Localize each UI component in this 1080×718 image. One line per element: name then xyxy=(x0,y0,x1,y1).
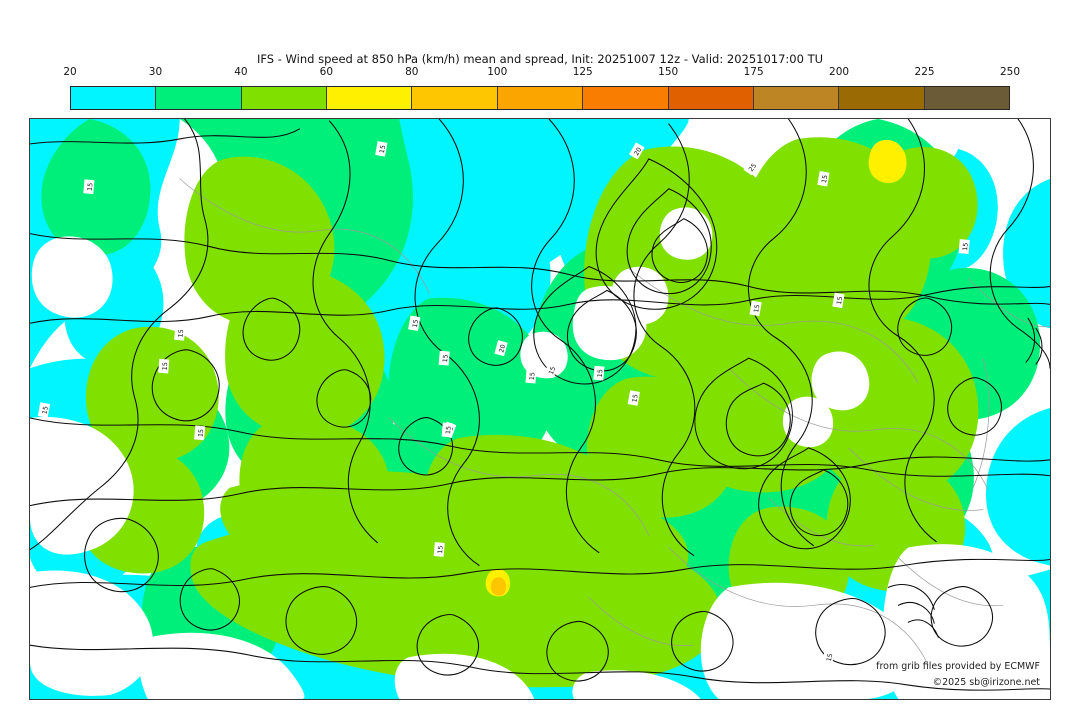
colorbar-tick-40: 40 xyxy=(234,66,248,78)
colorbar-tick-125: 125 xyxy=(572,66,593,78)
svg-text:15: 15 xyxy=(835,296,844,305)
svg-text:15: 15 xyxy=(752,304,761,313)
shading-band-80-100 xyxy=(490,577,507,596)
colorbar-tick-60: 60 xyxy=(319,66,334,78)
svg-text:15: 15 xyxy=(961,242,970,251)
colorbar-band-5 xyxy=(497,87,584,109)
credit-line-2: ©2025 sb@irizone.net xyxy=(933,677,1041,688)
colorbar-band-8 xyxy=(753,87,840,109)
svg-text:15: 15 xyxy=(596,369,605,378)
svg-text:15: 15 xyxy=(528,372,537,381)
page-title: IFS - Wind speed at 850 hPa (km/h) mean … xyxy=(256,52,824,66)
colorbar-bands xyxy=(70,86,1010,110)
spread-contour-lines xyxy=(30,119,1050,691)
map-credits: from grib files provided by ECMWF ©2025 … xyxy=(876,661,1040,688)
svg-text:15: 15 xyxy=(177,329,186,338)
colorbar-tick-100: 100 xyxy=(487,66,508,78)
colorbar-tick-150: 150 xyxy=(658,66,679,78)
svg-text:15: 15 xyxy=(197,429,206,438)
colorbar-band-2 xyxy=(241,87,328,109)
svg-text:15: 15 xyxy=(161,362,170,371)
credit-line-1: from grib files provided by ECMWF xyxy=(876,661,1040,672)
svg-text:20: 20 xyxy=(497,344,507,354)
contour-labels: 15 15 15 15 xyxy=(37,141,970,666)
svg-text:15: 15 xyxy=(86,182,95,191)
svg-text:15: 15 xyxy=(820,174,829,183)
colorbar-tick-200: 200 xyxy=(829,66,850,78)
colorbar-band-10 xyxy=(924,87,1009,109)
colorbar-tick-labels: 20 30 40 60 80 100 125 150 175 200 225 250 xyxy=(63,66,1020,82)
colorbar-band-0 xyxy=(71,87,157,109)
below-threshold-white-areas xyxy=(30,119,1050,699)
colorbar-band-7 xyxy=(668,87,754,109)
svg-text:15: 15 xyxy=(444,426,453,435)
colorbar-tick-80: 80 xyxy=(405,66,419,78)
svg-text:15: 15 xyxy=(378,144,387,153)
colorbar-band-4 xyxy=(412,87,498,109)
colorbar-tick-225: 225 xyxy=(914,66,935,78)
svg-text:15: 15 xyxy=(441,354,450,363)
svg-text:15: 15 xyxy=(547,365,557,375)
svg-text:15: 15 xyxy=(40,406,49,415)
colorbar: 20 30 40 60 80 100 125 150 175 200 225 250 xyxy=(63,66,1020,110)
colorbar-tick-30: 30 xyxy=(148,66,163,78)
svg-text:25: 25 xyxy=(747,162,758,173)
svg-text:15: 15 xyxy=(825,653,835,663)
colorbar-band-1 xyxy=(156,87,242,109)
svg-text:20: 20 xyxy=(632,146,643,157)
colorbar-tick-175: 175 xyxy=(743,66,764,78)
colorbar-tick-20: 20 xyxy=(63,66,77,78)
map-canvas[interactable]: 15 15 15 15 xyxy=(29,118,1051,700)
colorbar-band-9 xyxy=(839,87,925,109)
country-borders xyxy=(179,178,1050,666)
colorbar-tick-250: 250 xyxy=(999,66,1021,78)
svg-text:15: 15 xyxy=(411,319,420,328)
svg-text:15: 15 xyxy=(436,545,445,554)
colorbar-band-3 xyxy=(327,87,413,109)
svg-text:15: 15 xyxy=(630,394,639,403)
colorbar-band-6 xyxy=(583,87,669,109)
